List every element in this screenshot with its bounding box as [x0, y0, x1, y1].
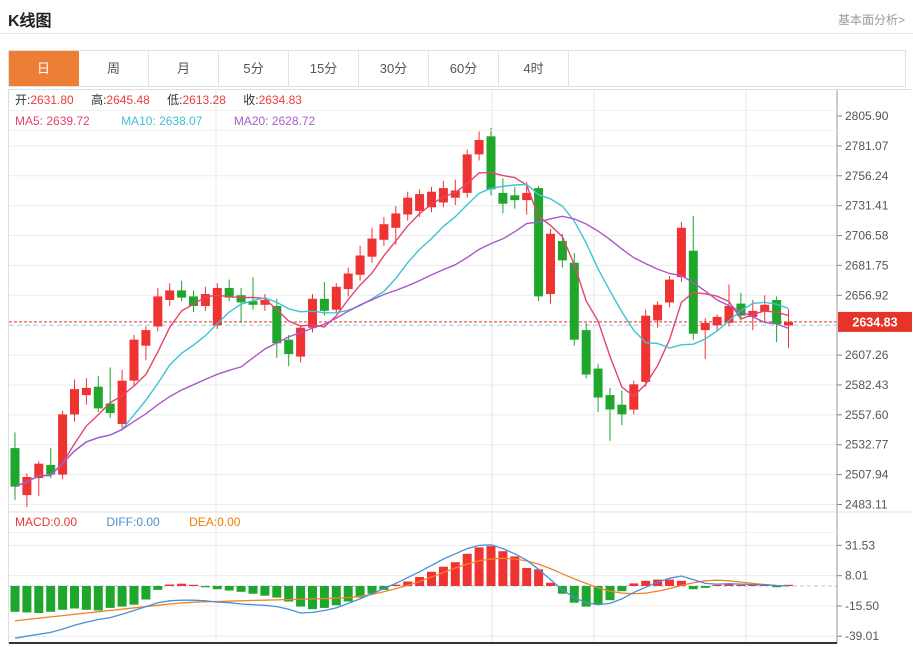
svg-text:-39.01: -39.01	[845, 629, 879, 643]
tab-15min[interactable]: 15分	[289, 51, 359, 86]
ma-lines	[14, 171, 789, 488]
current-price-badge: 2634.83	[838, 311, 912, 332]
candles	[10, 127, 793, 508]
tab-month[interactable]: 月	[149, 51, 219, 86]
topbar: K线图 基本面分析>	[0, 0, 913, 34]
svg-text:2483.11: 2483.11	[845, 498, 888, 512]
diff-line	[14, 544, 789, 639]
svg-text:2681.75: 2681.75	[845, 258, 889, 272]
svg-text:2706.58: 2706.58	[845, 229, 889, 243]
page-title: K线图	[8, 13, 52, 30]
svg-text:2781.07: 2781.07	[845, 139, 889, 153]
tab-day[interactable]: 日	[9, 51, 79, 86]
svg-text:31.53: 31.53	[845, 538, 875, 552]
tab-30min[interactable]: 30分	[359, 51, 429, 86]
chart-svg[interactable]: 2805.90 2781.07 2756.24 2731.41 2706.58 2681.…	[9, 90, 912, 646]
fundamental-analysis-link[interactable]: 基本面分析>	[837, 13, 905, 27]
svg-text:2656.92: 2656.92	[845, 288, 889, 302]
svg-text:2507.94: 2507.94	[845, 468, 889, 482]
svg-text:2582.43: 2582.43	[845, 378, 889, 392]
svg-text:2756.24: 2756.24	[845, 169, 889, 183]
tabbar-filler	[569, 51, 905, 86]
macd-gridlines	[9, 544, 837, 637]
tab-week[interactable]: 周	[79, 51, 149, 86]
tab-60min[interactable]: 60分	[429, 51, 499, 86]
svg-text:8.01: 8.01	[845, 569, 869, 583]
svg-text:2731.41: 2731.41	[845, 199, 889, 213]
svg-text:2607.26: 2607.26	[845, 348, 889, 362]
tab-5min[interactable]: 5分	[219, 51, 289, 86]
svg-text:-15.50: -15.50	[845, 599, 879, 613]
svg-text:2805.90: 2805.90	[845, 109, 889, 123]
kline-chart-canvas[interactable]: 2805.90 2781.07 2756.24 2731.41 2706.58 2681.…	[8, 89, 912, 646]
svg-text:2634.83: 2634.83	[852, 315, 897, 329]
svg-text:2557.60: 2557.60	[845, 408, 889, 422]
svg-text:2532.77: 2532.77	[845, 438, 889, 452]
price-axis: 2805.90 2781.07 2756.24 2731.41 2706.58 2681.…	[836, 90, 889, 643]
price-gridlines	[9, 145, 837, 505]
macd-histogram	[10, 546, 793, 613]
period-tabbar: 日周月 5分 15分 30分 60分 4时	[8, 50, 906, 87]
tab-4hour[interactable]: 4时	[499, 51, 569, 86]
